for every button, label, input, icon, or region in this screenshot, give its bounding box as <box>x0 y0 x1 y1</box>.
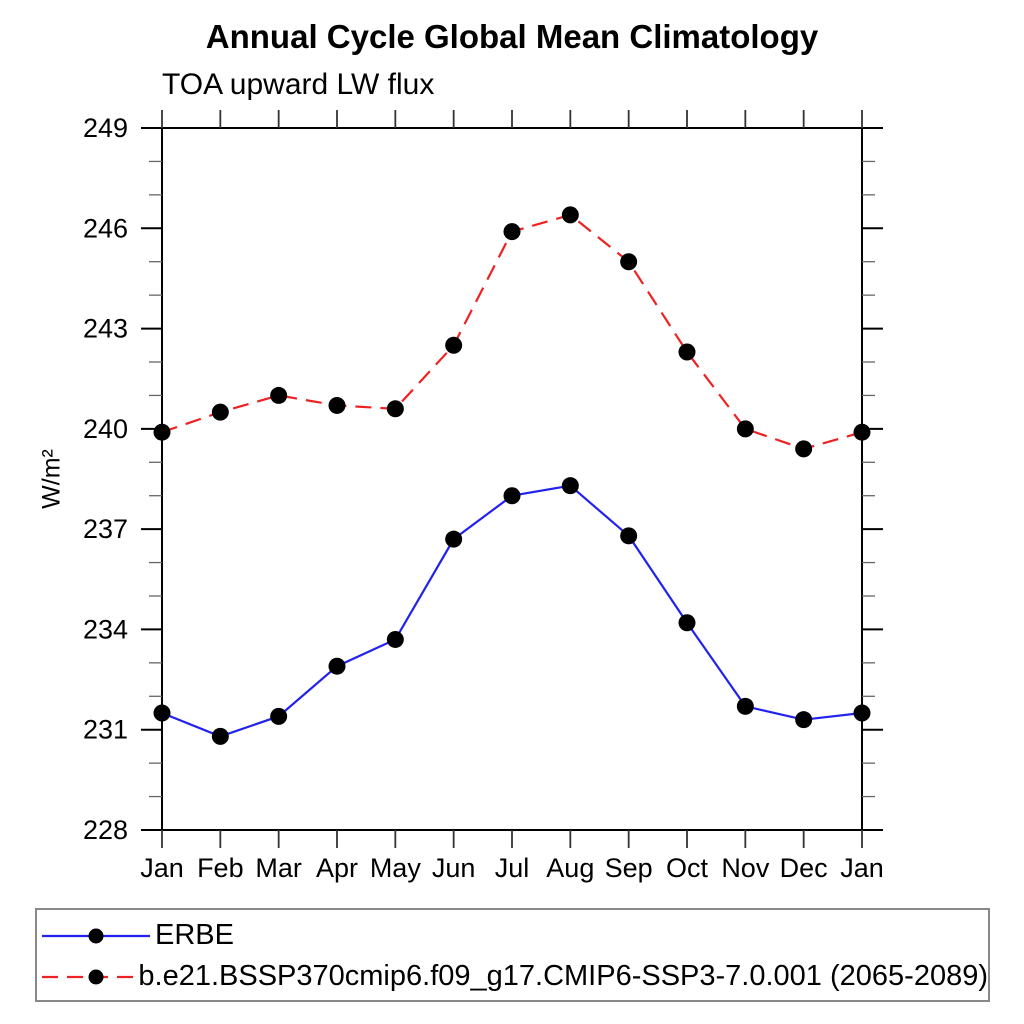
data-point <box>795 440 813 458</box>
x-tick-label: Jan <box>840 853 884 883</box>
data-point <box>853 423 871 441</box>
data-point <box>445 530 463 548</box>
data-point <box>795 711 813 729</box>
x-axis-ticks: Jan Feb Mar Apr May Jun Jul Aug Sep Oct Nov Dec Jan <box>140 110 884 883</box>
x-tick-label: Dec <box>780 853 828 883</box>
data-point <box>445 336 463 354</box>
y-tick-label: 246 <box>83 213 128 243</box>
y-tick-label: 234 <box>83 614 128 644</box>
y-tick-label: 228 <box>83 815 128 845</box>
data-point <box>853 704 871 722</box>
x-tick-label: Nov <box>721 853 770 883</box>
chart-title: Annual Cycle Global Mean Climatology <box>205 18 819 55</box>
data-point <box>211 727 229 745</box>
data-point <box>153 704 171 722</box>
x-tick-label: Aug <box>546 853 594 883</box>
x-tick-label: Feb <box>197 853 244 883</box>
data-point <box>328 396 346 414</box>
legend-item-model: b.e21.BSSP370cmip6.f09_g17.CMIP6-SSP3-7.… <box>40 956 988 997</box>
data-point <box>270 386 288 404</box>
data-point <box>620 527 638 545</box>
x-tick-label: Jul <box>495 853 530 883</box>
x-tick-label: Jun <box>432 853 476 883</box>
y-axis-ticks: 228 231 234 237 240 243 246 249 <box>83 113 883 845</box>
data-point <box>736 420 754 438</box>
legend-line-sample-model <box>42 969 136 984</box>
x-tick-label: May <box>370 853 422 883</box>
y-tick-label: 240 <box>83 414 128 444</box>
data-point <box>503 487 521 505</box>
data-point <box>503 223 521 241</box>
data-point <box>561 477 579 495</box>
data-point <box>153 423 171 441</box>
data-point <box>678 614 696 632</box>
legend-label-model: b.e21.BSSP370cmip6.f09_g17.CMIP6-SSP3-7.… <box>138 960 988 992</box>
x-tick-label: Mar <box>255 853 302 883</box>
data-point <box>620 253 638 271</box>
x-tick-label: Sep <box>605 853 653 883</box>
x-tick-label: Jan <box>140 853 184 883</box>
data-point <box>211 403 229 421</box>
data-point <box>736 697 754 715</box>
data-point <box>270 707 288 725</box>
data-point <box>678 343 696 361</box>
series-line-1 <box>161 213 863 451</box>
chart-subtitle: TOA upward LW flux <box>162 68 435 101</box>
x-tick-label: Oct <box>666 853 709 883</box>
legend-marker <box>88 928 104 943</box>
legend-line-sample-erbe <box>42 928 150 943</box>
y-tick-label: 249 <box>83 113 128 143</box>
legend-label-erbe: ERBE <box>155 919 234 951</box>
legend-box: ERBE b.e21.BSSP370cmip6.f09_g17.CMIP6-SS… <box>35 908 990 1002</box>
data-point <box>386 400 404 418</box>
legend-item-erbe: ERBE <box>40 915 988 956</box>
series-markers-0 <box>153 477 871 745</box>
legend-marker <box>88 969 104 984</box>
y-tick-label: 243 <box>83 314 128 344</box>
series-line-0 <box>161 484 863 738</box>
data-point <box>328 657 346 675</box>
series-markers-1 <box>153 206 871 458</box>
y-tick-label: 237 <box>83 514 128 544</box>
data-point <box>386 630 404 648</box>
x-tick-label: Apr <box>316 853 358 883</box>
y-tick-label: 231 <box>83 715 128 745</box>
data-point <box>561 206 579 224</box>
